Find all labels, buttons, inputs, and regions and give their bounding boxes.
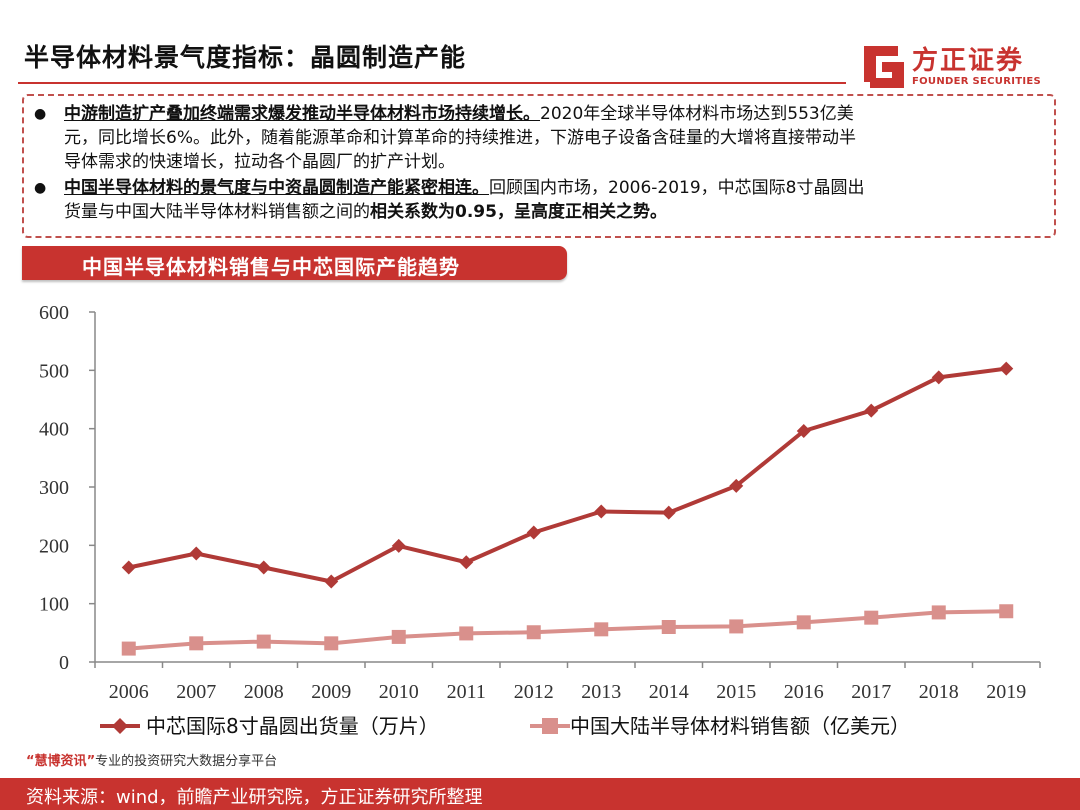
data-point-square bbox=[459, 626, 474, 641]
y-tick-label: 200 bbox=[39, 535, 69, 557]
data-point-square bbox=[121, 641, 136, 656]
data-point-square bbox=[526, 625, 541, 640]
data-point-diamond bbox=[459, 555, 474, 570]
data-point-square bbox=[256, 634, 271, 649]
data-point-diamond bbox=[189, 546, 204, 561]
key-point-1-text: 2020年全球半导体材料市场达到553亿美 bbox=[540, 104, 854, 124]
key-points-box: ● 中游制造扩产叠加终端需求爆发推动半导体材料市场持续增长。2020年全球半导体… bbox=[22, 94, 1056, 238]
data-point-square bbox=[324, 636, 339, 651]
key-point-1-text-line3: 导体需求的快速增长，拉动各个晶圆厂的扩产计划。 bbox=[64, 152, 455, 172]
data-point-square bbox=[189, 636, 204, 651]
x-tick-label: 2019 bbox=[986, 681, 1026, 703]
data-point-square bbox=[999, 604, 1014, 619]
watermark-quote-open: “ bbox=[26, 754, 35, 769]
y-tick-label: 600 bbox=[39, 302, 69, 324]
bullet-icon: ● bbox=[34, 180, 47, 196]
key-point-2-headline: 中国半导体材料的景气度与中资晶圆制造产能紧密相连。 bbox=[64, 178, 489, 198]
x-tick-label: 2013 bbox=[581, 681, 621, 703]
watermark-quote-close: ” bbox=[86, 754, 96, 769]
legend-marker-square bbox=[542, 718, 558, 734]
data-point-square bbox=[391, 629, 406, 644]
data-point-square bbox=[594, 622, 609, 637]
legend-marker-diamond bbox=[112, 718, 128, 734]
founder-logo-icon bbox=[864, 46, 904, 88]
y-tick-label: 100 bbox=[39, 594, 69, 616]
data-point-diamond bbox=[796, 424, 811, 438]
data-point-square bbox=[931, 605, 946, 620]
x-tick-label: 2009 bbox=[311, 681, 351, 703]
key-point-1-headline: 中游制造扩产叠加终端需求爆发推动半导体材料市场持续增长。 bbox=[64, 104, 540, 124]
founder-logo: 方正证券 FOUNDER SECURITIES bbox=[862, 40, 1062, 94]
logo-english-name: FOUNDER SECURITIES bbox=[912, 76, 1042, 87]
y-tick-label: 500 bbox=[39, 360, 69, 382]
x-tick-label: 2008 bbox=[244, 681, 284, 703]
source-note: 资料来源：wind，前瞻产业研究院，方正证券研究所整理 bbox=[26, 787, 483, 808]
data-point-diamond bbox=[999, 361, 1014, 376]
footer-bar: 资料来源：wind，前瞻产业研究院，方正证券研究所整理 bbox=[0, 778, 1080, 810]
data-point-diamond bbox=[931, 370, 946, 385]
data-point-diamond bbox=[256, 560, 271, 575]
x-tick-label: 2014 bbox=[649, 681, 689, 703]
key-point-1: 中游制造扩产叠加终端需求爆发推动半导体材料市场持续增长。2020年全球半导体材料… bbox=[64, 102, 1054, 174]
x-tick-label: 2006 bbox=[109, 681, 149, 703]
chart-title-banner: 中国半导体材料销售与中芯国际产能趋势 bbox=[22, 246, 567, 280]
key-point-2-text-line2: 货量与中国大陆半导体材料销售额之间的 bbox=[64, 202, 370, 222]
watermark-tagline: 专业的投资研究大数据分享平台 bbox=[95, 754, 278, 769]
x-tick-label: 2018 bbox=[919, 681, 959, 703]
data-point-diamond bbox=[391, 538, 406, 553]
data-point-square bbox=[796, 615, 811, 630]
data-point-square bbox=[864, 610, 879, 625]
x-tick-label: 2007 bbox=[176, 681, 216, 703]
line-chart: 0 100 200 300 400 500 600 2006 2007 2008 2009 2010 2… bbox=[39, 302, 1041, 738]
key-point-2-highlight: 相关系数为0.95，呈高度正相关之势。 bbox=[370, 202, 667, 222]
x-tick-label: 2015 bbox=[716, 681, 756, 703]
x-tick-label: 2010 bbox=[379, 681, 419, 703]
watermark-brand: 慧博资讯 bbox=[34, 754, 87, 769]
data-point-diamond bbox=[864, 403, 879, 418]
key-point-1-text-line2: 元，同比增长6%。此外，随着能源革命和计算革命的持续推进，下游电子设备含硅量的大… bbox=[64, 128, 856, 148]
key-point-2-text: 回顾国内市场，2006-2019，中芯国际8寸晶圆出 bbox=[489, 178, 865, 198]
x-tick-label: 2016 bbox=[784, 681, 824, 703]
bullet-icon: ● bbox=[34, 106, 47, 122]
data-point-square bbox=[729, 619, 744, 634]
title-divider bbox=[18, 82, 846, 84]
data-point-diamond bbox=[661, 505, 676, 520]
y-tick-label: 400 bbox=[39, 419, 69, 441]
legend-label: 中国大陆半导体材料销售额（亿美元） bbox=[570, 714, 910, 738]
data-point-diamond bbox=[324, 574, 339, 589]
logo-chinese-name: 方正证券 bbox=[912, 46, 1025, 76]
y-tick-label: 300 bbox=[39, 477, 69, 499]
data-point-square bbox=[661, 620, 676, 634]
x-tick-label: 2012 bbox=[514, 681, 554, 703]
data-point-diamond bbox=[729, 478, 744, 493]
series-line-2 bbox=[128, 609, 1007, 651]
y-tick-label: 0 bbox=[59, 652, 69, 674]
key-point-2: 中国半导体材料的景气度与中资晶圆制造产能紧密相连。回顾国内市场，2006-201… bbox=[64, 176, 1054, 224]
chart-banner-label: 中国半导体材料销售与中芯国际产能趋势 bbox=[82, 255, 460, 279]
data-point-diamond bbox=[121, 560, 136, 575]
x-tick-label: 2011 bbox=[447, 681, 486, 703]
data-point-diamond bbox=[526, 525, 541, 540]
data-point-diamond bbox=[594, 504, 609, 519]
series-line-1 bbox=[128, 366, 1007, 584]
watermark-text: “慧博资讯”专业的投资研究大数据分享平台 bbox=[26, 750, 277, 769]
legend-label: 中芯国际8寸晶圆出货量（万片） bbox=[146, 714, 439, 738]
x-tick-label: 2017 bbox=[851, 681, 891, 703]
page-title: 半导体材料景气度指标：晶圆制造产能 bbox=[24, 43, 467, 72]
